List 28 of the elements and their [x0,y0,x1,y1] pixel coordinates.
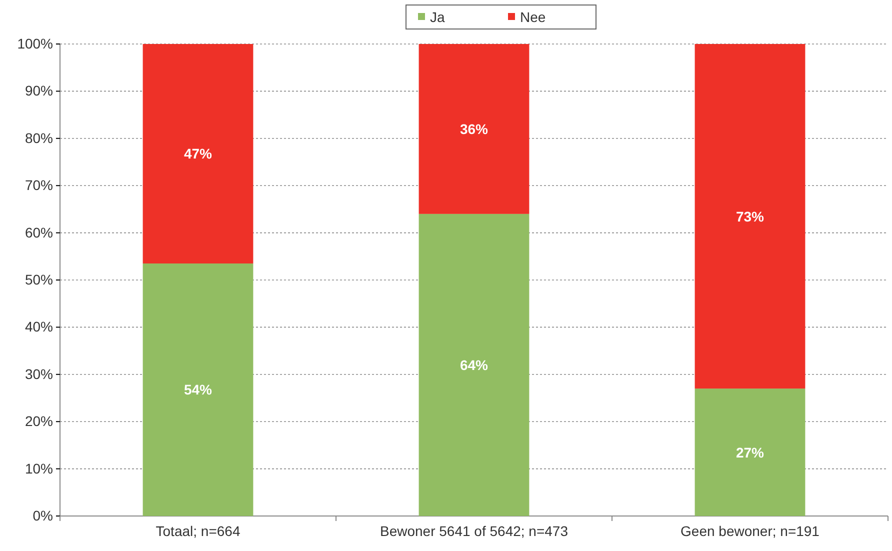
y-tick-label: 100% [17,35,53,52]
y-tick-label: 50% [24,271,53,288]
x-tick-label: Geen bewoner; n=191 [680,522,820,539]
x-tick-label: Bewoner 5641 of 5642; n=473 [380,522,568,539]
bar [694,388,806,516]
legend-label: Nee [520,9,546,25]
bar [142,44,254,264]
y-tick-label: 40% [24,318,53,335]
y-tick-label: 10% [24,460,53,476]
y-tick-label: 80% [24,130,53,146]
data-label: 36% [460,120,489,137]
y-tick-label: 70% [24,177,53,194]
y-tick-label: 60% [24,224,53,240]
bar [694,44,806,389]
legend-label: Ja [430,9,445,25]
y-tick-label: 20% [24,413,53,430]
y-tick-label: 0% [32,507,53,524]
x-tick-label: Totaal; n=664 [156,522,240,539]
y-tick-label: 90% [24,82,53,99]
data-label: 47% [184,146,213,162]
bar [418,214,530,516]
bar [142,263,254,516]
bar [418,44,530,214]
data-label: 27% [736,444,765,460]
y-tick-label: 30% [24,366,53,382]
data-label: 54% [184,382,213,398]
data-label: 73% [736,208,765,224]
data-label: 64% [460,356,489,373]
